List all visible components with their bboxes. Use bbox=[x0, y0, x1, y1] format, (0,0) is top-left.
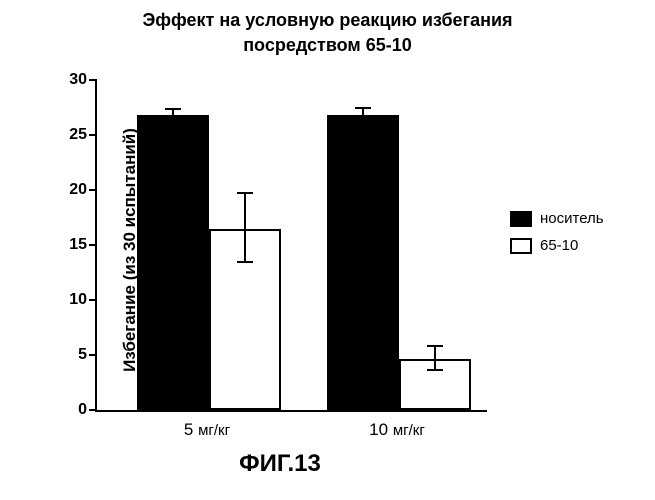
chart-title: Эффект на условную реакцию избегания пос… bbox=[0, 8, 655, 58]
bar-носитель bbox=[137, 115, 209, 410]
plot-area: 051015202530 bbox=[95, 80, 487, 412]
x-category-unit: мг/кг bbox=[393, 422, 425, 439]
error-cap bbox=[237, 192, 253, 194]
y-tick bbox=[89, 134, 97, 136]
chart-title-line2: посредством 65-10 bbox=[0, 33, 655, 58]
y-tick-label: 15 bbox=[57, 236, 87, 254]
error-cap bbox=[355, 107, 371, 109]
y-tick-label: 25 bbox=[57, 126, 87, 144]
x-category-label: 10 мг/кг bbox=[347, 420, 447, 440]
legend-item-vehicle: носитель bbox=[510, 210, 604, 227]
x-category-value: 10 bbox=[369, 420, 393, 439]
legend: носитель 65-10 bbox=[510, 210, 604, 264]
y-tick bbox=[89, 409, 97, 411]
y-tick-label: 20 bbox=[57, 181, 87, 199]
bar-носитель bbox=[327, 115, 399, 410]
error-bar bbox=[434, 346, 436, 370]
error-bar bbox=[244, 193, 246, 261]
y-tick bbox=[89, 299, 97, 301]
error-cap bbox=[165, 108, 181, 110]
error-cap bbox=[427, 369, 443, 371]
error-cap bbox=[165, 120, 181, 122]
legend-label-vehicle: носитель bbox=[540, 210, 604, 227]
y-tick-label: 30 bbox=[57, 71, 87, 89]
y-tick-label: 0 bbox=[57, 401, 87, 419]
y-tick bbox=[89, 244, 97, 246]
x-category-unit: мг/кг bbox=[198, 422, 230, 439]
error-cap bbox=[427, 345, 443, 347]
figure-label: ФИГ.13 bbox=[0, 450, 560, 478]
x-category-value: 5 bbox=[184, 420, 198, 439]
y-tick-label: 10 bbox=[57, 291, 87, 309]
legend-swatch-white bbox=[510, 238, 532, 254]
legend-item-6510: 65-10 bbox=[510, 237, 604, 254]
legend-swatch-black bbox=[510, 211, 532, 227]
error-cap bbox=[355, 120, 371, 122]
y-tick-label: 5 bbox=[57, 346, 87, 364]
y-tick bbox=[89, 79, 97, 81]
x-category-label: 5 мг/кг bbox=[157, 420, 257, 440]
figure-root: Эффект на условную реакцию избегания пос… bbox=[0, 0, 655, 500]
chart-title-line1: Эффект на условную реакцию избегания bbox=[0, 8, 655, 33]
y-tick bbox=[89, 189, 97, 191]
legend-label-6510: 65-10 bbox=[540, 237, 578, 254]
error-cap bbox=[237, 261, 253, 263]
y-tick bbox=[89, 354, 97, 356]
